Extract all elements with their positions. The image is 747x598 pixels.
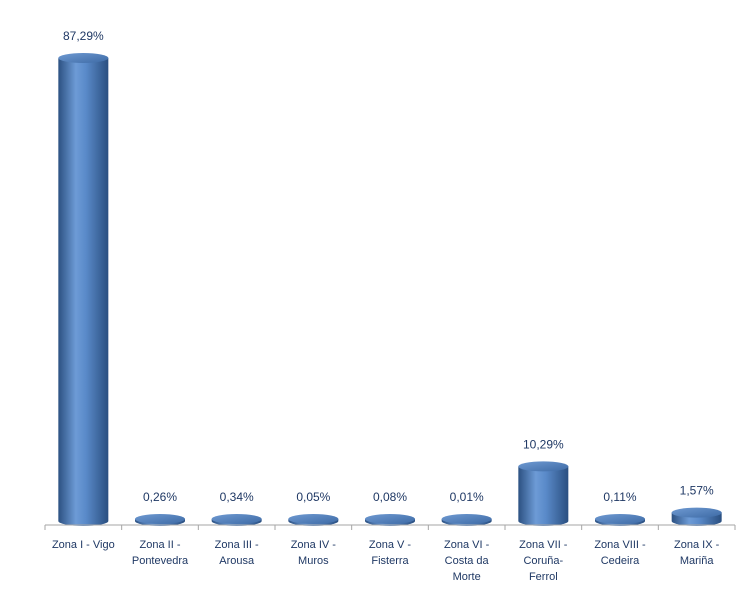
bar-6 — [441, 514, 492, 526]
category-label-6: Costa da — [445, 555, 490, 567]
data-label-4: 0,05% — [296, 490, 330, 504]
bar-7 — [518, 461, 569, 526]
bars-group — [58, 53, 722, 527]
category-label-5: Zona V - — [369, 539, 412, 551]
bar-5 — [365, 514, 415, 526]
category-label-6: Zona VI - — [444, 539, 490, 551]
data-label-2: 0,26% — [143, 490, 177, 504]
category-label-7: Coruña- — [523, 555, 563, 567]
category-labels-group: Zona I - Vigo Zona II - Pontevedra Zona III… — [52, 539, 720, 583]
category-label-7: Ferrol — [529, 571, 558, 583]
data-label-9: 1,57% — [680, 484, 714, 498]
category-label-7: Zona VII - — [519, 539, 568, 551]
category-label-8: Zona VIII - — [594, 539, 646, 551]
data-label-1: 87,29% — [63, 29, 104, 43]
data-label-7: 10,29% — [523, 437, 564, 451]
data-label-6: 0,01% — [450, 490, 484, 504]
category-label-9: Zona IX - — [674, 539, 720, 551]
bar-4 — [288, 514, 339, 526]
category-label-8: Cedeira — [601, 555, 640, 567]
data-label-3: 0,34% — [220, 490, 254, 504]
bar-9 — [671, 507, 722, 526]
data-labels-group: 87,29% 0,26% 0,34% 0,05% 0,08% 0,01% 10,29% 0,1… — [63, 29, 714, 504]
category-label-9: Mariña — [680, 555, 715, 567]
category-label-4: Muros — [298, 555, 329, 567]
bar-3 — [211, 514, 262, 526]
category-label-3: Arousa — [219, 555, 255, 567]
category-label-5: Fisterra — [371, 555, 409, 567]
bar-1 — [58, 53, 109, 527]
category-label-2: Pontevedra — [132, 555, 189, 567]
category-label-2: Zona II - — [140, 539, 181, 551]
data-label-5: 0,08% — [373, 490, 407, 504]
category-label-6: Morte — [453, 571, 481, 583]
x-axis-ticks — [44, 525, 736, 530]
category-label-4: Zona IV - — [291, 539, 337, 551]
category-label-3: Zona III - — [215, 539, 259, 551]
bar-2 — [135, 514, 185, 526]
bar-8 — [595, 514, 645, 526]
data-label-8: 0,11% — [603, 490, 636, 504]
category-label-1: Zona I - Vigo — [52, 539, 115, 551]
